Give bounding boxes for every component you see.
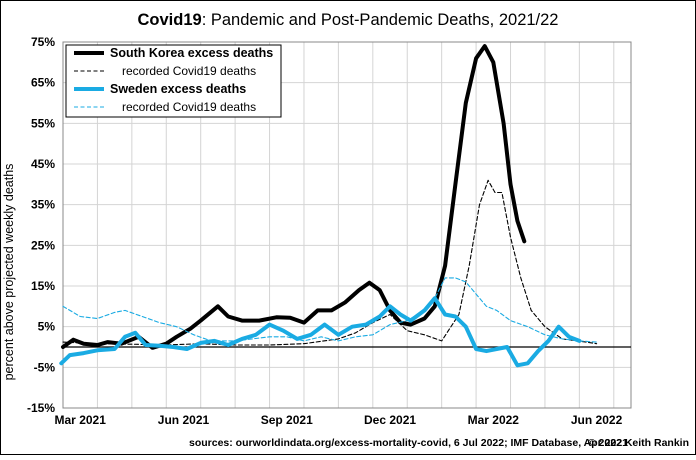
- y-tick-label: -15%: [27, 401, 55, 415]
- x-tick-label: Jun 2021: [158, 413, 210, 427]
- y-tick-labels: -15% -5% 5% 15% 25% 35% 45% 55% 65% 75%: [27, 35, 55, 415]
- x-tick-label: Sep 2021: [261, 413, 313, 427]
- x-tick-labels: Mar 2021 Jun 2021 Sep 2021 Dec 2021 Mar 2022…: [55, 413, 623, 427]
- y-tick-label: 15%: [31, 279, 55, 293]
- y-tick-label: -5%: [34, 360, 56, 374]
- y-tick-label: 45%: [31, 157, 55, 171]
- chart-title: Covid19: Pandemic and Post-Pandemic Deat…: [138, 11, 559, 29]
- series-layer: [59, 44, 598, 368]
- footer-credit: © 2022 Keith Rankin: [588, 437, 689, 449]
- legend-label: South Korea excess deaths: [110, 46, 273, 60]
- chart-title-bold: Covid19: [138, 11, 202, 29]
- legend-label: recorded Covid19 deaths: [122, 100, 256, 114]
- legend-label: recorded Covid19 deaths: [122, 64, 256, 78]
- legend-box: [65, 44, 282, 118]
- series-line-2: [62, 179, 598, 346]
- y-tick-label: 65%: [31, 76, 55, 90]
- y-tick-label: 55%: [31, 116, 55, 130]
- x-tick-label: Jun 2022: [571, 413, 623, 427]
- legend: South Korea excess deaths recorded Covid1…: [65, 44, 282, 118]
- y-tick-label: 35%: [31, 198, 55, 212]
- series-line-4: [62, 277, 598, 343]
- y-tick-label: 25%: [31, 238, 55, 252]
- x-tick-label: Mar 2021: [55, 413, 107, 427]
- x-tick-label: Dec 2021: [364, 413, 416, 427]
- legend-label: Sweden excess deaths: [110, 82, 246, 96]
- y-tick-label: 5%: [38, 320, 56, 334]
- plot-area-border: [62, 41, 632, 409]
- chart-title-rest: : Pandemic and Post-Pandemic Deaths, 202…: [202, 11, 559, 29]
- series-line-3: [59, 296, 582, 368]
- y-axis-label: percent above projected weekly deaths: [2, 164, 16, 381]
- x-tick-label: Mar 2022: [468, 413, 520, 427]
- y-tick-label: 75%: [31, 35, 55, 49]
- footer-source: sources: ourworldindata.org/excess-morta…: [189, 437, 628, 449]
